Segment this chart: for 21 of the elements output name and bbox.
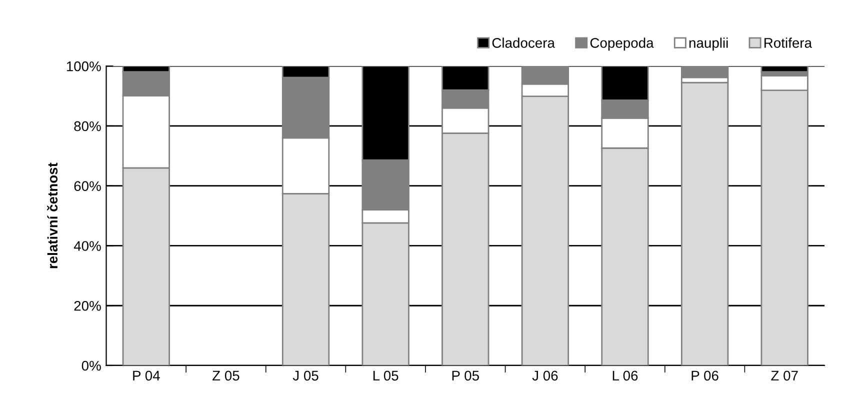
y-tick-label: 80%	[74, 121, 101, 132]
y-axis-title: relativní četnost	[47, 162, 58, 268]
x-tick-label: L 06	[612, 370, 638, 381]
x-tick-label: Z 07	[771, 370, 798, 381]
x-tick-label: J 06	[532, 370, 558, 381]
y-tick-label: 40%	[74, 241, 101, 251]
y-tick-label: 20%	[74, 300, 101, 311]
legend-label: Cladocera	[492, 38, 555, 48]
x-tick-label: J 05	[292, 370, 318, 381]
bar	[680, 82, 729, 366]
x-tick-label: Z 05	[212, 370, 240, 381]
legend-label: nauplii	[689, 38, 728, 51]
x-tick-label: L 05	[373, 370, 398, 381]
legend-label: Copepoda	[590, 38, 654, 51]
x-tick-label: P 04	[133, 370, 160, 381]
x-tick-label: P 05	[452, 370, 479, 381]
y-tick-label: 60%	[74, 181, 101, 192]
x-tick-label: P 06	[692, 370, 718, 381]
y-tick-label: 0%	[82, 360, 101, 371]
y-tick-label: 100%	[66, 61, 101, 72]
legend-label: Rotifera	[764, 38, 812, 48]
